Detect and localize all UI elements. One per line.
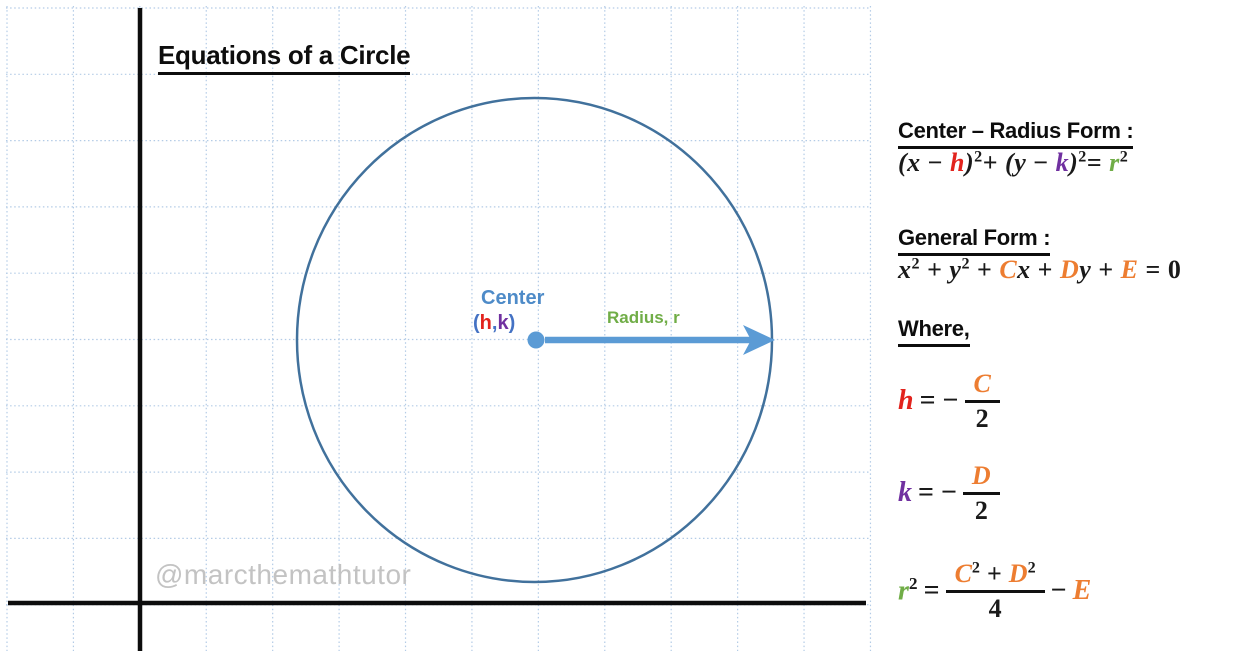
f1-open: ( xyxy=(898,148,908,177)
r-eq-r-sq: 2 xyxy=(908,574,918,594)
hk-h: h xyxy=(479,312,492,334)
f2-y: y xyxy=(949,255,962,284)
f1-sq2: 2 xyxy=(1078,148,1087,166)
f1-sq1: 2 xyxy=(974,148,983,166)
center-label: Center xyxy=(481,287,545,309)
where-heading: Where, xyxy=(898,316,970,347)
f2-equals: = xyxy=(1138,255,1168,284)
h-eq-fraction: C 2 xyxy=(964,369,1000,433)
f1-h: h xyxy=(950,148,965,177)
r-equation: r2 = C2 + D2 4 − E xyxy=(898,556,1091,626)
f1-minus: − xyxy=(920,148,950,177)
k-eq-numerator: D xyxy=(962,461,1000,495)
f2-plus1: + xyxy=(920,255,950,284)
f1-open2: ( xyxy=(1005,148,1015,177)
hk-close-paren: ) xyxy=(508,312,516,334)
hk-k: k xyxy=(497,312,509,334)
r-eq-numerator: C2 + D2 xyxy=(945,558,1045,593)
f1-r: r xyxy=(1109,148,1120,177)
r-eq-num-C-sq: 2 xyxy=(971,559,980,577)
f1-plus: + xyxy=(982,148,1006,177)
f1-equals: = xyxy=(1086,148,1110,177)
k-eq-denominator: 2 xyxy=(974,496,988,525)
f2-E: E xyxy=(1120,255,1139,284)
center-radius-heading: Center – Radius Form : xyxy=(898,118,1134,149)
r-eq-num-D: D xyxy=(1008,558,1028,588)
h-eq-rel: = − xyxy=(919,385,959,416)
r-eq-num-D-sq: 2 xyxy=(1027,559,1036,577)
f2-y2: y xyxy=(1079,255,1092,284)
k-eq-lhs: k xyxy=(898,477,912,508)
coordinate-plane xyxy=(6,6,872,651)
k-eq-rel: = − xyxy=(918,477,957,508)
h-eq-numerator: C xyxy=(964,369,1000,403)
f1-x: x xyxy=(907,148,921,177)
k-eq-fraction: D 2 xyxy=(962,461,1000,525)
center-coordinates-label: (h,k) xyxy=(473,312,515,335)
radius-arrow-head xyxy=(743,325,775,355)
r-eq-r: r xyxy=(898,575,909,607)
f1-sq3: 2 xyxy=(1119,148,1129,166)
f1-k: k xyxy=(1055,148,1070,177)
center-point-dot xyxy=(527,331,545,349)
f1-minus2: − xyxy=(1026,148,1056,177)
h-equation: h = − C 2 xyxy=(898,366,1000,436)
h-eq-lhs: h xyxy=(898,385,914,416)
r-eq-E: E xyxy=(1072,575,1092,606)
general-form-heading: General Form : xyxy=(898,225,1051,256)
grid-lines xyxy=(6,6,872,651)
page-title: Equations of a Circle xyxy=(158,40,411,75)
f2-x: x xyxy=(898,255,912,284)
f2-plus4: + xyxy=(1091,255,1121,284)
r-eq-denominator: 4 xyxy=(988,594,1002,623)
r-eq-fraction: C2 + D2 4 xyxy=(945,558,1045,623)
center-radius-formula: (x − h)2+ (y − k)2= r2 xyxy=(898,148,1128,178)
f2-C: C xyxy=(999,255,1018,284)
r-eq-num-plus: + xyxy=(986,558,1002,588)
k-equation: k = − D 2 xyxy=(898,458,1000,528)
general-form-formula: x2 + y2 + Cx + Dy + E = 0 xyxy=(898,255,1181,285)
radius-label: Radius, r xyxy=(607,308,680,327)
f1-close2: ) xyxy=(1069,148,1079,177)
f1-y: y xyxy=(1014,148,1027,177)
r-eq-num-C: C xyxy=(954,558,972,588)
r-eq-minus: − xyxy=(1050,575,1067,606)
h-eq-denominator: 2 xyxy=(975,404,989,433)
f2-plus3: + xyxy=(1030,255,1060,284)
hk-comma: , xyxy=(491,312,498,334)
watermark: @marcthemathtutor xyxy=(155,559,412,590)
f2-sq2: 2 xyxy=(961,255,970,273)
f2-plus2: + xyxy=(970,255,1000,284)
hk-open-paren: ( xyxy=(473,312,480,334)
f2-sq1: 2 xyxy=(911,255,921,273)
f2-D: D xyxy=(1060,255,1080,284)
f1-close: ) xyxy=(964,148,975,177)
r-eq-rel: = xyxy=(923,575,940,606)
r-eq-lhs: r2 xyxy=(898,574,918,607)
f2-zero: 0 xyxy=(1167,255,1182,284)
f2-x2: x xyxy=(1017,255,1031,284)
